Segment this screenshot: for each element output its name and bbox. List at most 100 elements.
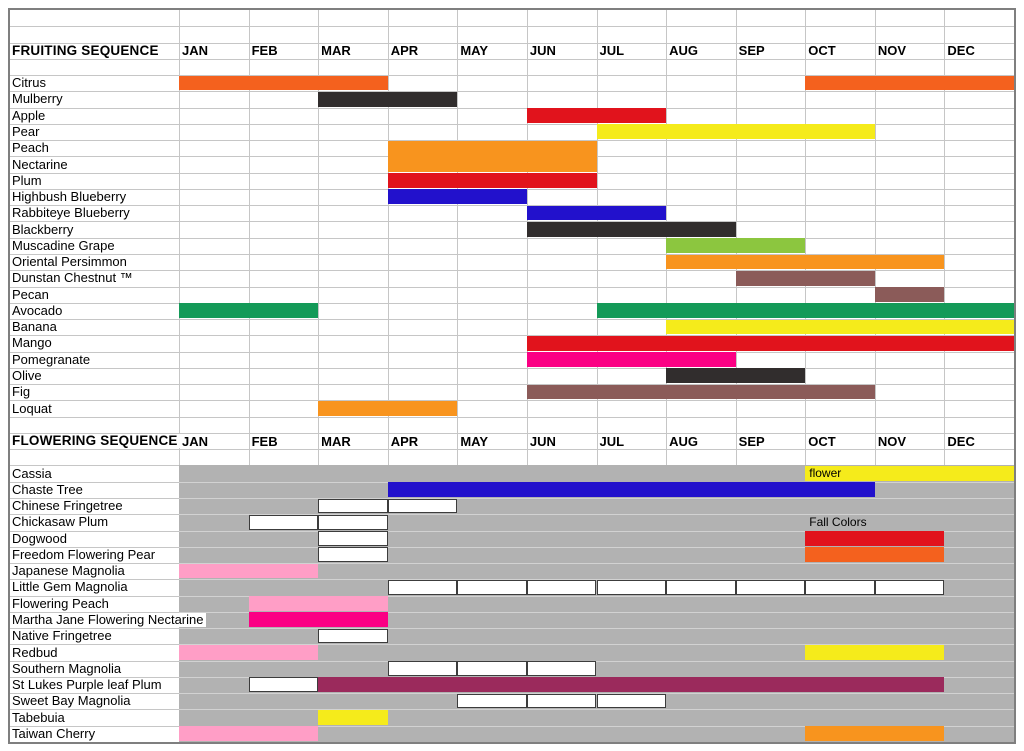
bar-little-gem-magnolia — [457, 579, 527, 595]
bar-chinese-fringetree — [387, 498, 458, 514]
row-gridline — [10, 400, 1014, 402]
row-label: Olive — [12, 368, 45, 384]
row-label-text: Southern Magnolia — [12, 661, 125, 676]
row-gridline — [10, 237, 1014, 239]
row-gridline — [179, 725, 1014, 727]
row-label: Blackberry — [12, 221, 77, 237]
row-label-text: Peach — [12, 141, 52, 156]
row-label: Mango — [12, 335, 55, 351]
row-gridline — [10, 432, 1014, 434]
row-label: Cassia — [12, 465, 55, 481]
bar-sweet-bay-magnolia — [457, 693, 527, 709]
month-header-feb: FEB — [251, 43, 278, 59]
row-label-text: Banana — [12, 320, 60, 335]
row-gridline — [10, 384, 1014, 386]
row-label-text: Olive — [12, 368, 45, 383]
bar-loquat — [318, 400, 458, 416]
bar-plum — [387, 173, 597, 188]
section-title-text: FRUITING SEQUENCE — [12, 43, 162, 58]
row-label: Dunstan Chestnut ™ — [12, 270, 136, 286]
month-header-nov: NOV — [877, 433, 906, 449]
row-gridline — [179, 514, 1014, 516]
row-gridline — [10, 123, 1014, 125]
row-gridline — [10, 286, 1014, 288]
row-label-text: Flowering Peach — [12, 596, 112, 611]
row-label: Flowering Peach — [12, 596, 112, 612]
row-label: Avocado — [12, 303, 66, 319]
row-gridline — [10, 563, 179, 565]
row-label-text: Redbud — [12, 645, 61, 660]
row-label: Martha Jane Flowering Nectarine — [12, 612, 207, 628]
row-gridline — [10, 660, 179, 662]
row-gridline — [10, 579, 179, 581]
row-label-text: Fig — [12, 385, 34, 400]
bar-pomegranate — [526, 352, 736, 367]
bar-highbush-blueberry — [387, 189, 527, 205]
bar-japanese-magnolia — [179, 563, 319, 579]
section-title: FLOWERING SEQUENCE — [12, 433, 181, 449]
row-label: Little Gem Magnolia — [12, 579, 131, 595]
bar-dogwood — [318, 531, 388, 546]
bar-redbud — [805, 644, 945, 660]
row-gridline — [10, 709, 179, 711]
bar-cassia: flower — [805, 465, 1014, 481]
row-gridline — [10, 91, 1014, 93]
row-label-text: Plum — [12, 173, 45, 188]
row-gridline — [10, 254, 1014, 255]
month-header-oct: OCT — [808, 43, 836, 59]
month-header-jun: JUN — [529, 433, 556, 449]
row-gridline — [10, 449, 1014, 451]
month-header-jan: JAN — [182, 433, 209, 449]
row-label: Rabbiteye Blueberry — [12, 205, 133, 221]
row-label: Apple — [12, 108, 49, 124]
row-label-text: Citrus — [12, 76, 49, 91]
bar-mango — [526, 335, 1014, 351]
row-label-text: Pear — [12, 124, 43, 139]
month-header-jul: JUL — [599, 43, 625, 59]
row-gridline — [10, 335, 1014, 337]
bar-fig — [526, 384, 875, 400]
row-label: Plum — [12, 173, 45, 189]
row-gridline — [10, 611, 179, 613]
row-label-text: Martha Jane Flowering Nectarine — [12, 612, 207, 627]
row-gridline — [179, 595, 1014, 597]
row-label-text: Dogwood — [12, 531, 70, 546]
row-gridline — [10, 514, 179, 516]
row-gridline — [10, 644, 179, 646]
row-label-text: Chinese Fringetree — [12, 499, 126, 514]
row-label: Japanese Magnolia — [12, 563, 128, 579]
row-label: St Lukes Purple leaf Plum — [12, 677, 165, 693]
row-gridline — [179, 563, 1014, 565]
row-label: Fig — [12, 384, 34, 400]
row-label-text: Freedom Flowering Pear — [12, 547, 159, 562]
row-label: Oriental Persimmon — [12, 254, 130, 270]
bar-pecan — [874, 287, 945, 302]
row-label: Redbud — [12, 644, 61, 660]
bar-mulberry — [318, 91, 458, 107]
bar-redbud — [179, 644, 319, 660]
bar-chinese-fringetree — [318, 498, 388, 514]
row-label: Taiwan Cherry — [12, 726, 99, 742]
row-label-text: Nectarine — [12, 157, 71, 172]
row-gridline — [10, 42, 1014, 44]
row-gridline — [10, 107, 1014, 109]
row-label-text: Sweet Bay Magnolia — [12, 694, 134, 709]
row-label-text: Oriental Persimmon — [12, 255, 130, 270]
month-header-dec: DEC — [947, 43, 975, 59]
row-gridline — [10, 546, 179, 548]
bar-avocado — [596, 303, 1014, 319]
month-header-sep: SEP — [738, 433, 765, 449]
row-label-text: Native Fringetree — [12, 629, 115, 644]
row-label: Sweet Bay Magnolia — [12, 693, 134, 709]
row-label-text: Tabebuia — [12, 710, 68, 725]
row-label-text: Little Gem Magnolia — [12, 580, 131, 595]
row-gridline — [10, 498, 179, 499]
month-header-oct: OCT — [808, 433, 836, 449]
row-label-text: Taiwan Cherry — [12, 726, 99, 741]
bar-chaste-tree — [387, 482, 875, 497]
row-gridline — [179, 498, 1014, 499]
bar-little-gem-magnolia — [666, 579, 736, 595]
row-gridline — [10, 530, 179, 532]
row-label: Nectarine — [12, 156, 71, 172]
month-header-jan: JAN — [182, 43, 209, 59]
